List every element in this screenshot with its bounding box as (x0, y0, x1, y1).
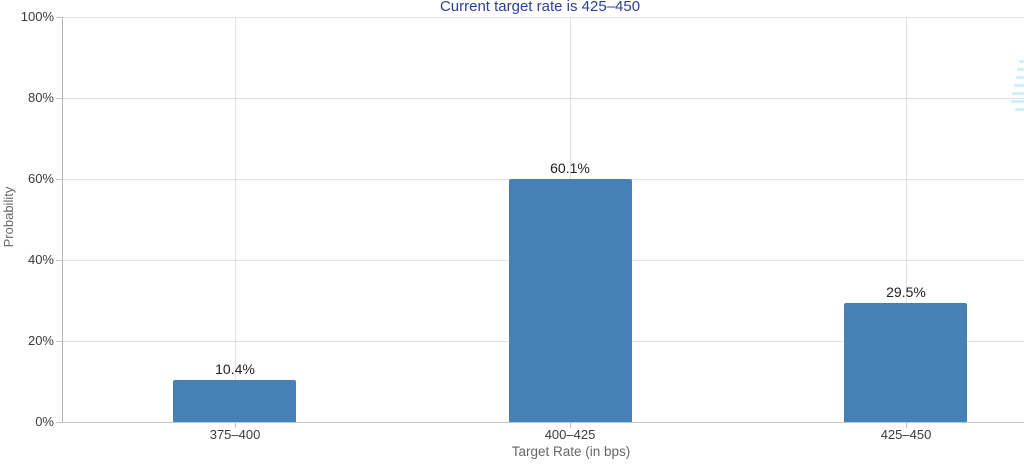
x-tick-label: 400–425 (544, 427, 596, 442)
y-tick-mark (56, 179, 62, 180)
bar-value-label: 29.5% (886, 284, 926, 300)
bar-value-label: 10.4% (215, 361, 255, 377)
probability-bar[interactable] (509, 179, 632, 422)
x-gridline (235, 17, 236, 422)
x-axis-title: Target Rate (in bps) (511, 444, 631, 459)
probability-bar[interactable] (173, 380, 296, 422)
y-tick-mark (56, 422, 62, 423)
y-axis-line (62, 17, 63, 422)
probability-bar[interactable] (844, 303, 967, 422)
y-tick-mark (56, 17, 62, 18)
y-tick-mark (56, 341, 62, 342)
y-tick-label: 0% (35, 414, 54, 429)
y-tick-label: 60% (27, 171, 54, 186)
y-gridline (62, 17, 1024, 18)
x-tick-label: 375–400 (209, 427, 261, 442)
y-gridline (62, 98, 1024, 99)
y-tick-label: 80% (27, 90, 54, 105)
x-tick-mark (235, 423, 236, 428)
x-gridline (906, 17, 907, 422)
chart-title: Current target rate is 425–450 (439, 0, 641, 15)
y-tick-label: 20% (27, 333, 54, 348)
y-tick-label: 40% (27, 252, 54, 267)
y-tick-mark (56, 260, 62, 261)
y-tick-label: 100% (20, 9, 54, 24)
x-axis-line (62, 422, 1024, 423)
bar-value-label: 60.1% (550, 160, 590, 176)
x-tick-mark (570, 423, 571, 428)
x-tick-mark (906, 423, 907, 428)
x-tick-label: 425–450 (880, 427, 932, 442)
y-tick-mark (56, 98, 62, 99)
